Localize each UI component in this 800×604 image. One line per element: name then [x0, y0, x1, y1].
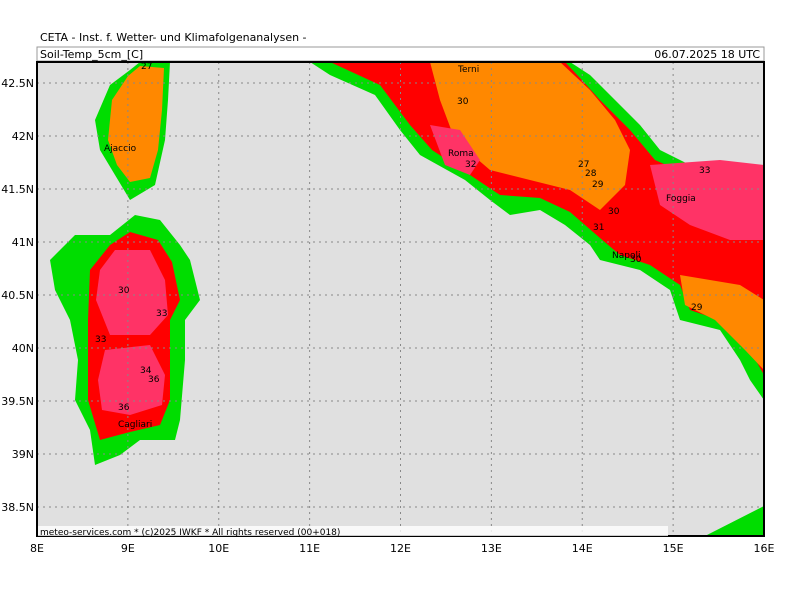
contour-label: 36 [118, 403, 130, 413]
contour-label: 33 [699, 166, 710, 176]
city-label: Terni [457, 65, 479, 75]
city-label: Foggia [666, 194, 696, 204]
lon-tick-label: 11E [299, 542, 320, 555]
city-label: Napoli [612, 251, 640, 261]
contour-label: 31 [593, 223, 604, 233]
apulia-warm [650, 160, 764, 240]
lat-tick-label: 42N [12, 130, 34, 143]
lat-tick-label: 38.5N [1, 501, 34, 514]
lat-tick-label: 40.5N [1, 289, 34, 302]
lat-tick-label: 41N [12, 236, 34, 249]
lat-tick-label: 39.5N [1, 395, 34, 408]
roma-warm [430, 125, 480, 175]
valid-time: 06.07.2025 18 UTC [654, 48, 760, 61]
contour-label: 33 [95, 335, 106, 345]
lon-tick-label: 16E [754, 542, 775, 555]
lat-tick-label: 39N [12, 448, 34, 461]
land [50, 62, 764, 536]
contour-label: 32 [465, 160, 476, 170]
city-label: Ajaccio [104, 144, 137, 154]
contour-label: 30 [457, 97, 469, 107]
contour-label: 30 [118, 286, 130, 296]
footer-credit: meteo-services.com * (c)2025 IWKF * All … [40, 528, 340, 538]
field-name: Soil-Temp_5cm_[C] [40, 48, 143, 61]
footer-bg [38, 526, 668, 536]
lon-tick-label: 14E [572, 542, 593, 555]
lon-tick-label: 12E [390, 542, 411, 555]
lat-tick-label: 42.5N [1, 77, 34, 90]
corsica-field [108, 66, 164, 182]
sicily-corner [705, 506, 764, 536]
calabria-cool [680, 275, 764, 370]
lon-tick-label: 9E [121, 542, 135, 555]
mainland [310, 62, 764, 400]
lon-tick-label: 8E [30, 542, 44, 555]
contour-label: 29 [691, 303, 703, 313]
sardinia-warm-south [98, 345, 165, 415]
lat-tick-label: 40N [12, 342, 34, 355]
sardinia-warm-north [96, 250, 168, 335]
city-label: Roma [448, 149, 474, 159]
lon-tick-label: 15E [663, 542, 684, 555]
contour-label: 30 [608, 207, 620, 217]
contour-label: 33 [156, 309, 167, 319]
lat-tick-label: 41.5N [1, 183, 34, 196]
lon-tick-label: 13E [481, 542, 502, 555]
header-title: CETA - Inst. f. Wetter- und Klimafolgena… [40, 31, 307, 44]
contour-label: 29 [592, 180, 604, 190]
contour-label: 30 [630, 255, 642, 265]
lon-tick-label: 10E [208, 542, 229, 555]
contour-label: 36 [148, 375, 160, 385]
contour-label: 27 [578, 160, 589, 170]
contour-label: 34 [140, 366, 152, 376]
city-label: Cagliari [118, 420, 152, 430]
contour-label: 27 [141, 62, 152, 72]
contour-label: 28 [585, 169, 597, 179]
